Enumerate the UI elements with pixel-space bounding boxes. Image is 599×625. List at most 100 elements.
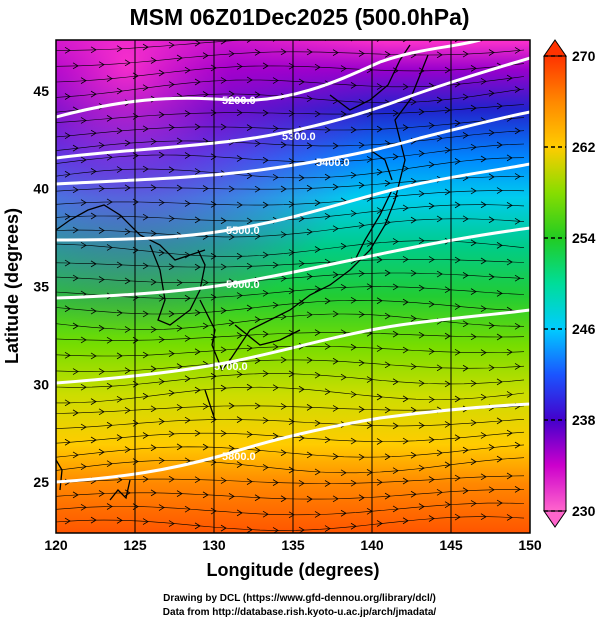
x-tick-label: 140	[360, 537, 384, 553]
wind-arrow	[202, 185, 209, 192]
wind-arrow	[298, 526, 305, 533]
wind-arrow	[496, 417, 503, 425]
wind-arrow	[392, 238, 399, 245]
wind-arrow	[376, 345, 383, 352]
wind-arrow	[98, 490, 105, 497]
wind-arrow	[340, 373, 347, 381]
wind-arrow	[402, 395, 409, 403]
wind-arrow	[402, 40, 407, 43]
y-tick-label: 25	[33, 474, 49, 490]
wind-arrow	[210, 416, 217, 423]
wind-arrow	[228, 319, 235, 327]
wind-arrow	[340, 509, 347, 517]
wind-arrow	[428, 300, 435, 308]
wind-arrow	[202, 91, 209, 98]
wind-arrow	[150, 444, 157, 452]
wind-arrow	[488, 273, 495, 281]
x-tick-label: 125	[123, 537, 147, 553]
wind-arrow	[332, 357, 339, 365]
wind-arrow	[116, 352, 123, 360]
wind-arrow	[236, 416, 243, 423]
wind-arrow	[90, 516, 97, 524]
wind-arrow	[324, 126, 331, 134]
wind-arrow	[488, 486, 495, 494]
wind-arrow	[272, 479, 279, 486]
streamline	[56, 359, 525, 373]
wind-arrow	[470, 500, 477, 507]
wind-arrow	[262, 510, 269, 518]
wind-arrow	[454, 40, 459, 43]
wind-arrow	[514, 86, 521, 93]
wind-arrow	[340, 469, 347, 477]
wind-arrow	[392, 283, 399, 291]
wind-arrow	[194, 348, 201, 356]
wind-arrow	[444, 146, 451, 154]
wind-arrow	[142, 262, 149, 270]
y-tick-label: 35	[33, 279, 49, 295]
wind-arrow	[80, 156, 87, 164]
wind-arrow	[428, 396, 435, 403]
wind-arrow	[384, 179, 391, 187]
wind-arrow	[80, 241, 87, 249]
wind-arrow	[350, 126, 357, 134]
wind-arrow	[176, 324, 183, 332]
wind-arrow	[116, 309, 123, 317]
contour-label: 5200.0	[222, 95, 256, 107]
wind-arrow	[340, 242, 347, 250]
wind-arrow	[184, 416, 191, 424]
wind-arrow	[454, 119, 461, 127]
y-tick-label: 40	[33, 181, 49, 197]
wind-arrow	[470, 333, 477, 341]
wind-arrow	[444, 66, 451, 74]
wind-arrow	[358, 50, 365, 57]
wind-arrow	[254, 91, 261, 99]
gridlines	[134, 40, 452, 533]
wind-arrow	[168, 166, 175, 174]
wind-arrow	[254, 316, 261, 323]
wind-arrow	[236, 332, 243, 339]
wind-arrow	[254, 494, 261, 502]
wind-arrow	[272, 77, 279, 84]
x-axis-title: Longitude (degrees)	[206, 560, 379, 580]
x-tick-label: 120	[44, 537, 68, 553]
wind-arrow	[306, 184, 313, 192]
wind-arrow	[418, 284, 425, 292]
wind-arrow	[124, 407, 131, 414]
wind-arrow	[288, 418, 295, 426]
streamline	[56, 444, 525, 458]
wind-arrow	[376, 125, 383, 133]
wind-arrow	[168, 430, 175, 438]
wind-arrow	[514, 217, 521, 225]
wind-arrow	[272, 301, 279, 309]
wind-arrow	[116, 45, 123, 53]
wind-arrow	[280, 48, 287, 56]
wind-arrow	[332, 142, 339, 150]
wind-arrow	[436, 270, 443, 278]
wind-arrow	[90, 168, 97, 175]
streamline	[56, 313, 525, 331]
colorbar-min-arrow	[543, 510, 567, 528]
wind-arrow	[210, 252, 217, 260]
wind-arrow	[436, 488, 443, 496]
wind-arrow	[272, 125, 279, 132]
wind-arrow	[350, 343, 357, 351]
wind-arrow	[298, 299, 305, 307]
wind-arrow	[410, 451, 417, 459]
wind-arrow	[80, 117, 87, 124]
wind-arrow	[418, 503, 425, 510]
wind-arrow	[176, 137, 183, 145]
wind-arrow	[384, 406, 391, 414]
wind-arrow	[480, 473, 487, 481]
wind-arrow	[168, 520, 175, 527]
wind-arrow	[64, 399, 71, 407]
wind-arrow	[470, 458, 477, 466]
wind-arrow	[402, 255, 409, 263]
wind-arrow	[332, 225, 339, 233]
wind-arrow	[176, 490, 183, 497]
wind-arrow	[168, 350, 175, 357]
wind-arrow	[254, 402, 261, 410]
wind-arrow	[480, 155, 487, 163]
wind-arrow	[150, 326, 157, 333]
wind-arrow	[90, 129, 97, 137]
wind-arrow	[358, 453, 365, 461]
